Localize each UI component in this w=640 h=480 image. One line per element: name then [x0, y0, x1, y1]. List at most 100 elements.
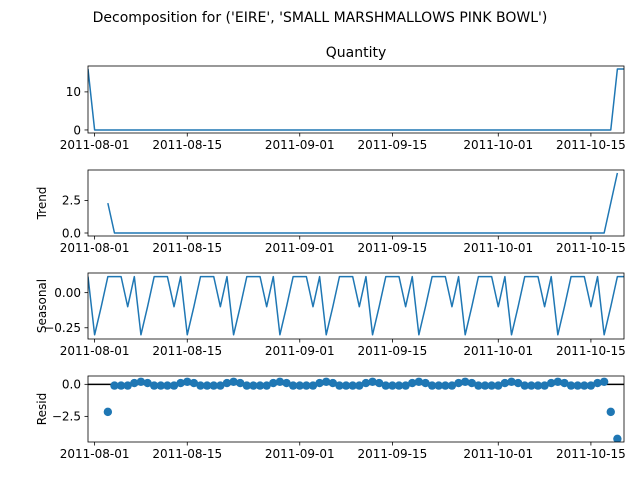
- resid-point-43: [388, 381, 397, 390]
- seasonal-series-line: [88, 275, 624, 336]
- resid-point-50: [434, 381, 443, 390]
- resid-y-tick-label-1: −2.5: [52, 410, 81, 424]
- resid-point-21: [242, 381, 252, 390]
- resid-point-26: [275, 377, 285, 386]
- resid-point-72: [580, 381, 589, 390]
- seasonal-panel: 2011-08-01 2011-08-15 2011-09-01 2011-09-15…: [35, 272, 626, 358]
- resid-point-4: [130, 378, 139, 388]
- resid-point-55: [467, 378, 476, 388]
- resid-point-38: [355, 381, 364, 390]
- resid-panel: 2011-08-01 2011-08-15 2011-09-01 2011-09-15…: [35, 375, 626, 461]
- trend-panel: 2011-08-01 2011-08-15 2011-09-01 2011-09-15…: [35, 169, 626, 255]
- resid-point-67: [547, 378, 556, 388]
- observed-x-tick-label-1: 2011-08-15: [152, 138, 222, 152]
- resid-point-36: [341, 381, 351, 390]
- resid-point-2: [116, 381, 126, 390]
- resid-point-53: [454, 378, 463, 388]
- resid-point-22: [249, 381, 258, 390]
- resid-point-52: [447, 381, 457, 390]
- observed-panel: 2011-08-01 2011-08-15 2011-09-01 2011-09-15…: [60, 45, 626, 152]
- resid-point-34: [328, 378, 338, 388]
- resid-x-tick-label-0: 2011-08-01: [60, 447, 130, 461]
- resid-point-3: [123, 381, 132, 390]
- resid-point-66: [540, 381, 549, 390]
- resid-point-77: [613, 434, 622, 442]
- resid-point-70: [566, 381, 576, 390]
- resid-y-tick-label-0: 0.0: [62, 378, 81, 392]
- resid-point-11: [176, 378, 185, 388]
- resid-point-58: [487, 381, 496, 390]
- trend-y-tick-label-1: 2.5: [62, 194, 81, 208]
- observed-axes-frame: [87, 65, 625, 134]
- trend-x-tick-label-1: 2011-08-15: [152, 241, 222, 255]
- resid-point-63: [520, 381, 529, 390]
- resid-point-40: [368, 377, 377, 386]
- resid-point-30: [302, 381, 311, 390]
- observed-y-tick-label-0: 0: [73, 123, 81, 137]
- resid-point-44: [394, 381, 404, 390]
- resid-point-46: [408, 378, 417, 388]
- resid-point-17: [216, 381, 225, 390]
- resid-point-0: [103, 407, 113, 417]
- resid-point-42: [381, 381, 390, 390]
- resid-x-tick-label-1: 2011-08-15: [152, 447, 222, 461]
- resid-point-64: [527, 381, 536, 390]
- resid-point-37: [348, 381, 357, 390]
- resid-point-19: [229, 377, 238, 386]
- seasonal-y-tick-label-1: −0.25: [44, 321, 81, 335]
- resid-point-57: [480, 381, 490, 390]
- resid-point-29: [295, 381, 304, 390]
- resid-point-47: [414, 377, 424, 386]
- resid-point-15: [202, 381, 212, 390]
- observed-x-tick-label-2: 2011-09-01: [265, 138, 335, 152]
- resid-point-49: [427, 381, 437, 390]
- observed-y-tick-label-1: 10: [66, 85, 81, 99]
- resid-point-10: [169, 381, 179, 390]
- resid-point-60: [500, 378, 510, 388]
- resid-x-tick-label-4: 2011-10-01: [463, 447, 533, 461]
- resid-point-62: [513, 378, 523, 388]
- seasonal-marks: [88, 275, 624, 336]
- resid-point-13: [189, 378, 199, 388]
- resid-point-76: [606, 407, 615, 417]
- resid-x-tick-label-5: 2011-10-15: [556, 447, 626, 461]
- resid-point-35: [335, 381, 344, 390]
- observed-x-tick-label-4: 2011-10-01: [463, 138, 533, 152]
- resid-point-31: [308, 381, 318, 390]
- resid-point-25: [269, 378, 278, 388]
- resid-point-61: [507, 377, 516, 386]
- resid-point-24: [262, 381, 271, 390]
- observed-x-tick-label-3: 2011-09-15: [358, 138, 428, 152]
- seasonal-y-axis-label: Seasonal: [35, 279, 49, 333]
- trend-axes-frame: [87, 169, 625, 237]
- resid-point-41: [374, 378, 384, 388]
- observed-marks: [88, 68, 624, 131]
- figure-suptitle: Decomposition for ('EIRE', 'SMALL MARSHM…: [93, 10, 548, 26]
- trend-marks: [107, 172, 619, 234]
- trend-x-tick-label-2: 2011-09-01: [265, 241, 335, 255]
- resid-point-6: [143, 378, 152, 388]
- resid-x-tick-label-2: 2011-09-01: [265, 447, 335, 461]
- trend-x-tick-label-3: 2011-09-15: [358, 241, 428, 255]
- trend-y-axis-label: Trend: [35, 187, 49, 221]
- resid-point-1: [110, 381, 119, 390]
- resid-point-71: [573, 381, 582, 390]
- resid-point-28: [288, 381, 298, 390]
- seasonal-x-tick-label-2: 2011-09-01: [265, 344, 335, 358]
- resid-point-9: [163, 381, 172, 390]
- resid-point-48: [421, 378, 430, 388]
- observed-x-tick-label-5: 2011-10-15: [556, 138, 626, 152]
- trend-x-tick-label-5: 2011-10-15: [556, 241, 626, 255]
- resid-point-56: [474, 381, 483, 390]
- resid-point-73: [586, 381, 596, 390]
- resid-point-45: [401, 381, 410, 390]
- resid-point-74: [593, 378, 602, 388]
- resid-marks: [88, 377, 624, 442]
- resid-y-axis-label: Resid: [35, 393, 49, 425]
- resid-point-18: [222, 378, 232, 388]
- observed-series-line: [88, 68, 624, 131]
- trend-x-tick-label-4: 2011-10-01: [463, 241, 533, 255]
- resid-point-14: [196, 381, 205, 390]
- seasonal-x-tick-label-1: 2011-08-15: [152, 344, 222, 358]
- resid-point-32: [315, 378, 324, 388]
